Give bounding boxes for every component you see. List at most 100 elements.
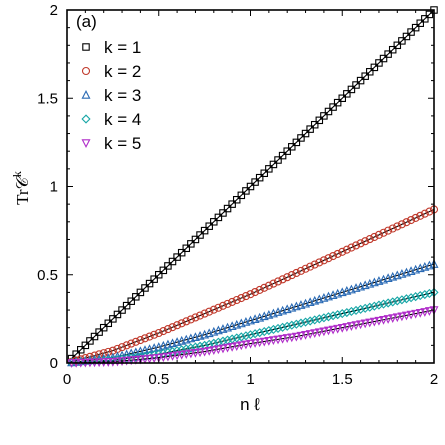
series-2-point (374, 230, 384, 239)
series-2-point (163, 325, 172, 334)
series-2-point (177, 319, 186, 328)
series-1-point (237, 191, 246, 200)
series-1-point (421, 15, 429, 23)
series-4-point (264, 325, 274, 336)
series-5-point (415, 308, 425, 318)
series-4-point (365, 302, 375, 312)
legend-label-5: k = 5 (104, 134, 141, 153)
series-5-point (424, 307, 434, 316)
series-4-point (310, 315, 320, 325)
series-2-point (351, 241, 361, 250)
ticks-layer: 0 0.5 1 1.5 2 0 0.5 1 1.5 2 (37, 2, 438, 388)
series-2-point (407, 215, 416, 225)
series-1-point (210, 218, 218, 226)
series-2-point (296, 266, 306, 275)
series-1-point (343, 90, 351, 98)
series-4-point (392, 296, 402, 306)
series-1-point (196, 231, 204, 239)
series-5-point (140, 355, 150, 364)
series-5-point (154, 353, 164, 363)
series-5-point (323, 326, 333, 336)
series-5-point (145, 354, 155, 364)
series-2-point (356, 239, 365, 248)
series-2-point (241, 292, 250, 301)
series-1-point (251, 178, 259, 186)
series-5-point (195, 348, 205, 358)
series-4-point (337, 309, 347, 319)
series-5-point (135, 355, 145, 365)
series-2-point (173, 321, 182, 330)
series-5-point (291, 332, 301, 342)
series-1-point (232, 195, 241, 204)
series-2-point (361, 237, 370, 246)
series-1-point (320, 112, 328, 120)
series-1-point (150, 275, 158, 283)
series-2-point (264, 281, 273, 290)
series-5-point (383, 315, 393, 324)
series-5-point (337, 323, 347, 333)
series-1-point (177, 248, 186, 257)
series-1-point (329, 103, 337, 111)
series-2-point (159, 327, 168, 336)
series-5-point (186, 349, 196, 359)
series-4-point (250, 329, 260, 339)
series-5-point (392, 313, 402, 323)
series-2-point (232, 295, 241, 305)
series-1-point (182, 244, 191, 253)
x-axis-label: n ℓ (240, 395, 260, 414)
series-1-point (223, 204, 232, 213)
series-5-point (223, 343, 233, 353)
legend-marker-3 (81, 89, 91, 99)
series-2-point (168, 323, 177, 332)
series-4-point (195, 341, 205, 351)
series-1-point (398, 37, 406, 45)
series-1-point (315, 116, 324, 125)
legend-marker-1 (82, 43, 90, 51)
series-5-point (213, 345, 223, 355)
series-4-point (190, 342, 201, 352)
x-tick-label: 1 (246, 371, 254, 388)
legend-item-1: k = 1 (82, 38, 141, 57)
series-1-point (306, 125, 314, 133)
x-tick-label: 1.5 (332, 371, 353, 388)
series-4-point (300, 317, 311, 327)
series-4-point (259, 327, 269, 337)
series-5-point (346, 322, 356, 331)
series-1-point (159, 266, 168, 275)
panel-label: (a) (76, 12, 97, 31)
series-2-point (214, 303, 223, 312)
series-1-point (90, 332, 99, 341)
series-4-point (351, 305, 361, 315)
series-5-point (232, 342, 242, 351)
series-4 (66, 287, 439, 368)
series-2-point (287, 271, 296, 280)
series-5-point (264, 337, 274, 346)
series-1-point (228, 200, 236, 208)
legend: k = 1 k = 2 k = 3 k = 4 k = 5 (81, 38, 141, 153)
series-5-point (241, 340, 251, 350)
series-1-point (333, 98, 342, 107)
series-2-point (388, 224, 397, 233)
series-2-point (273, 277, 283, 286)
series-1-point (379, 54, 388, 63)
series-2-point (260, 283, 269, 292)
legend-label-3: k = 3 (104, 86, 141, 105)
series-1-point (361, 72, 369, 80)
series-5-point (268, 336, 278, 346)
series-2-point (186, 315, 195, 324)
series-1-point (145, 279, 154, 288)
series-4-point (144, 350, 155, 360)
series-2-point (205, 307, 214, 316)
series-2-point (209, 305, 218, 314)
series-2-point (200, 309, 209, 318)
series-5-point (177, 350, 187, 360)
series-2-point (269, 279, 278, 288)
series-1-point (168, 257, 177, 266)
series-layer (66, 6, 439, 368)
series-5-point (282, 334, 292, 343)
series-1-point (164, 262, 172, 270)
series-4-point (328, 311, 338, 321)
series-5-point (117, 357, 127, 366)
series-4-point (268, 324, 279, 335)
